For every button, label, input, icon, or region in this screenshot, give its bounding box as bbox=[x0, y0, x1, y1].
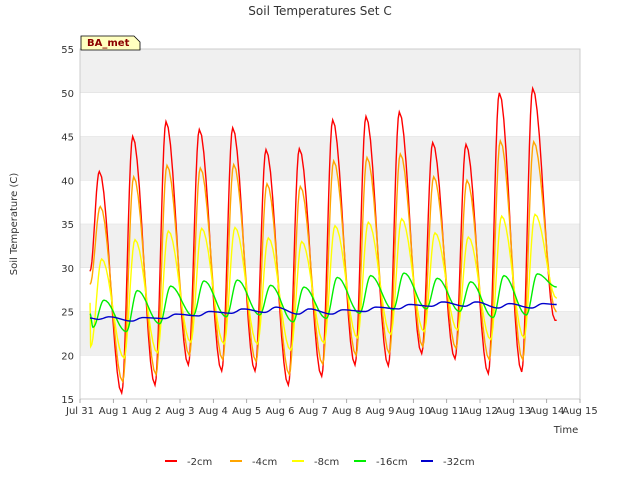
x-axis-ticks: Jul 31 Aug 1 Aug 2 Aug 3 Aug 4 Aug 5 Aug 6 Aug … bbox=[65, 399, 598, 417]
series-line-neg16cm bbox=[89, 272, 557, 333]
x-tick-label: Aug 13 bbox=[496, 406, 531, 417]
y-tick-label: 20 bbox=[61, 351, 74, 362]
legend-label: -8cm bbox=[314, 457, 339, 468]
x-tick-label: Aug 6 bbox=[265, 406, 294, 417]
y-tick-label: 35 bbox=[61, 220, 74, 231]
chart-title: Soil Temperatures Set C bbox=[248, 4, 391, 18]
station-badge: BA_met bbox=[80, 35, 141, 51]
y-tick-label: 30 bbox=[61, 264, 74, 275]
legend-label: -4cm bbox=[252, 457, 277, 468]
y-axis-title: Soil Temperature (C) bbox=[9, 173, 20, 276]
legend-label: -2cm bbox=[187, 457, 212, 468]
background-band bbox=[80, 49, 580, 93]
y-tick-label: 40 bbox=[61, 176, 74, 187]
series-lines bbox=[89, 85, 558, 396]
x-tick-label: Aug 5 bbox=[232, 406, 261, 417]
y-tick-label: 15 bbox=[61, 395, 74, 406]
x-tick-label: Aug 14 bbox=[529, 406, 564, 417]
plot-frame bbox=[79, 48, 581, 400]
x-tick-label: Aug 9 bbox=[365, 406, 394, 417]
legend-label: -16cm bbox=[376, 457, 408, 468]
y-tick-label: 55 bbox=[61, 45, 74, 56]
y-axis-ticks: 15 20 25 30 35 40 45 50 55 bbox=[61, 45, 74, 406]
series-line-neg32cm bbox=[90, 301, 557, 322]
x-tick-label: Aug 12 bbox=[462, 406, 497, 417]
x-tick-label: Aug 11 bbox=[429, 406, 464, 417]
series-line-neg8cm bbox=[89, 213, 558, 360]
legend: -2cm -4cm -8cm -16cm -32cm bbox=[165, 457, 475, 468]
x-tick-label: Aug 1 bbox=[99, 406, 128, 417]
x-tick-label: Aug 10 bbox=[396, 406, 431, 417]
x-tick-label: Jul 31 bbox=[65, 406, 94, 417]
x-tick-label: Aug 8 bbox=[332, 406, 361, 417]
y-tick-label: 45 bbox=[61, 133, 74, 144]
y-tick-label: 50 bbox=[61, 89, 74, 100]
x-tick-label: Aug 4 bbox=[199, 406, 228, 417]
y-tick-label: 25 bbox=[61, 308, 74, 319]
plot-background-bands bbox=[80, 49, 580, 356]
station-badge-label: BA_met bbox=[87, 38, 130, 49]
series-line-neg4cm bbox=[89, 138, 557, 384]
x-tick-label: Aug 15 bbox=[562, 406, 597, 417]
legend-label: -32cm bbox=[443, 457, 475, 468]
x-tick-label: Aug 7 bbox=[299, 406, 328, 417]
station-badge-box bbox=[80, 35, 141, 51]
x-tick-label: Aug 3 bbox=[165, 406, 194, 417]
x-axis-title: Time bbox=[553, 425, 578, 436]
x-tick-label: Aug 2 bbox=[132, 406, 161, 417]
